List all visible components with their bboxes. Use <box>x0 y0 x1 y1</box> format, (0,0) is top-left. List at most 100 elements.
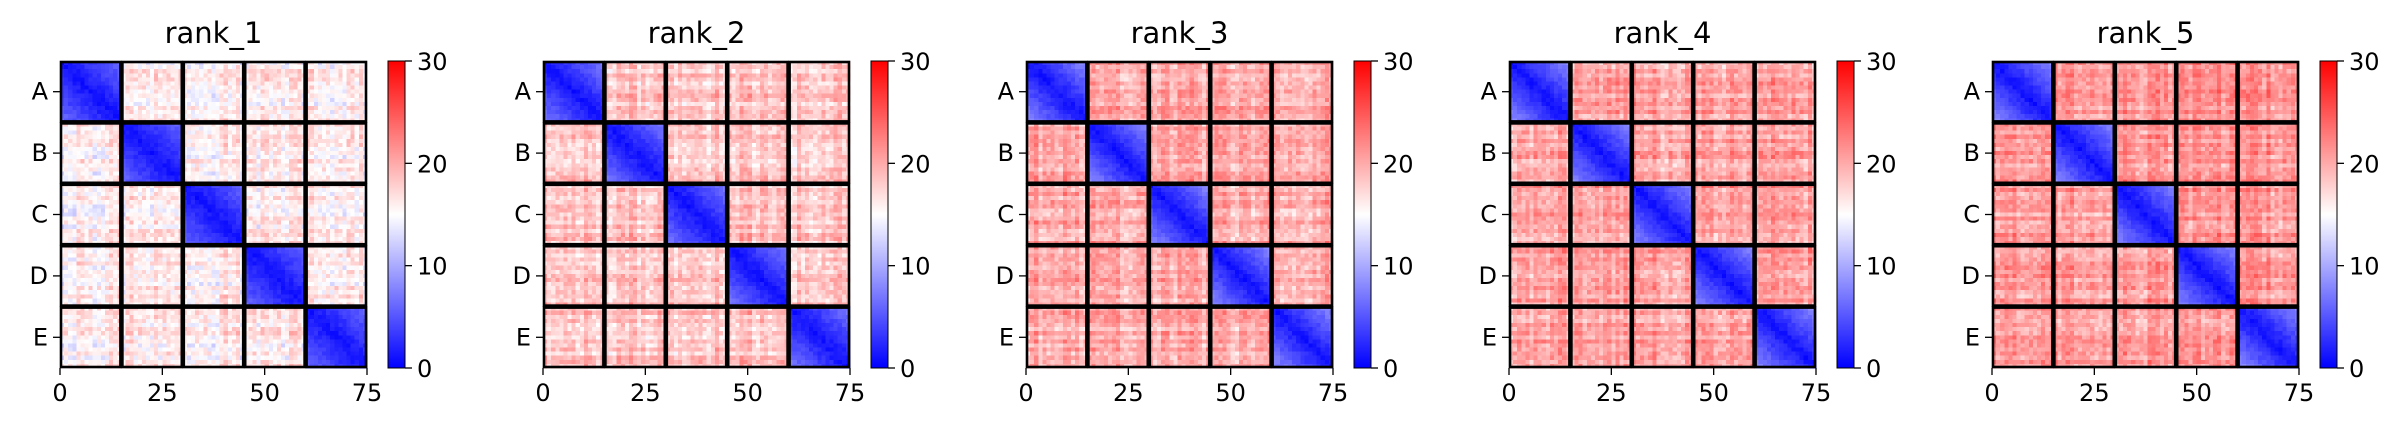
heatmap-cell <box>96 77 102 83</box>
heatmap-cell <box>166 142 172 148</box>
heatmap-cell <box>72 175 77 181</box>
heatmap-cell <box>88 130 94 136</box>
heatmap-cell <box>350 61 356 66</box>
heatmap-cell <box>80 318 86 324</box>
heatmap-cell <box>162 273 168 279</box>
heatmap-cell <box>330 220 335 226</box>
heatmap-cell <box>350 110 356 115</box>
heatmap-cell <box>244 306 249 312</box>
heatmap-cell <box>133 327 139 332</box>
heatmap-cell <box>236 138 241 144</box>
heatmap-cell <box>166 155 172 160</box>
heatmap-cell <box>272 159 278 164</box>
heatmap-cell <box>317 200 323 205</box>
heatmap-cell <box>289 89 294 95</box>
heatmap-cell <box>260 286 266 291</box>
heatmap-cell <box>317 151 323 156</box>
heatmap-cell <box>109 277 114 283</box>
heatmap-cell <box>199 237 204 242</box>
heatmap-cell <box>113 89 118 95</box>
heatmap-cell <box>129 134 135 140</box>
heatmap-cell <box>141 306 147 312</box>
heatmap-cell <box>321 65 327 70</box>
heatmap-cell <box>215 97 221 103</box>
heatmap-cell <box>309 77 315 83</box>
heatmap-cell <box>162 232 168 238</box>
heatmap-cell <box>190 85 196 91</box>
heatmap-cell <box>317 208 323 214</box>
heatmap-cell <box>248 159 253 164</box>
heatmap-cell <box>297 232 303 238</box>
heatmap-cell <box>76 228 82 234</box>
heatmap-cell <box>76 327 82 332</box>
heatmap-cell <box>60 290 65 295</box>
heatmap-cell <box>326 146 331 152</box>
heatmap-cell <box>105 249 110 254</box>
heatmap-cell <box>223 73 229 78</box>
heatmap-cell <box>80 175 86 181</box>
heatmap-cell <box>64 327 69 332</box>
heatmap-cell <box>305 122 311 128</box>
heatmap-cell <box>272 106 278 111</box>
heatmap-cell <box>96 171 102 177</box>
heatmap-cell <box>76 232 82 238</box>
heatmap-cell <box>92 294 98 300</box>
heatmap-cell <box>350 122 356 128</box>
heatmap-cell <box>342 77 348 83</box>
heatmap-cell <box>162 69 168 74</box>
heatmap-cell <box>264 151 270 156</box>
heatmap-cell <box>326 175 331 181</box>
heatmap-cell <box>260 187 266 193</box>
heatmap-cell <box>256 232 262 238</box>
heatmap-cell <box>129 69 135 74</box>
heatmap-cell <box>64 126 69 132</box>
heatmap-cell <box>358 200 364 205</box>
heatmap-cell <box>309 110 315 115</box>
heatmap-cell <box>305 130 311 136</box>
heatmap-cell <box>227 310 233 316</box>
heatmap-cell <box>215 191 221 197</box>
heatmap-cell <box>80 142 86 148</box>
heatmap-cell <box>76 93 82 99</box>
heatmap-cell <box>80 138 86 144</box>
heatmap-cell <box>260 204 266 209</box>
heatmap-cell <box>150 282 155 287</box>
heatmap-cell <box>207 97 213 103</box>
heatmap-cell <box>285 155 290 160</box>
heatmap-cell <box>346 253 352 259</box>
heatmap-cell <box>244 114 249 119</box>
heatmap-cell <box>223 61 229 66</box>
heatmap-cell <box>244 73 249 78</box>
heatmap-cell <box>330 204 335 209</box>
heatmap-cell <box>162 89 168 95</box>
heatmap-cell <box>84 106 90 111</box>
heatmap-cell <box>190 249 196 254</box>
heatmap-cell <box>105 187 110 193</box>
heatmap-cell <box>129 286 135 291</box>
heatmap-cell <box>236 273 241 279</box>
heatmap-cell <box>174 220 180 226</box>
heatmap-cell <box>141 212 147 218</box>
heatmap-cell <box>92 208 98 214</box>
heatmap-cell <box>154 146 159 152</box>
heatmap-cell <box>317 97 323 103</box>
heatmap-cell <box>92 73 98 78</box>
heatmap-cell <box>166 61 172 66</box>
heatmap-cell <box>80 126 86 132</box>
heatmap-cell <box>215 138 221 144</box>
heatmap-cell <box>166 220 172 226</box>
heatmap-cell <box>256 212 262 218</box>
heatmap-cell <box>342 61 348 66</box>
heatmap-cell <box>80 130 86 136</box>
heatmap-cell <box>195 134 200 140</box>
heatmap-cell <box>293 318 299 324</box>
heatmap-cell <box>80 81 86 87</box>
heatmap-cell <box>84 191 90 197</box>
heatmap-cell <box>272 73 278 78</box>
heatmap-cell <box>84 282 90 287</box>
heatmap-cell <box>248 306 253 312</box>
heatmap-cell <box>195 277 200 283</box>
heatmap-cell <box>113 322 118 328</box>
heatmap-cell <box>133 237 139 242</box>
heatmap-cell <box>227 126 233 132</box>
